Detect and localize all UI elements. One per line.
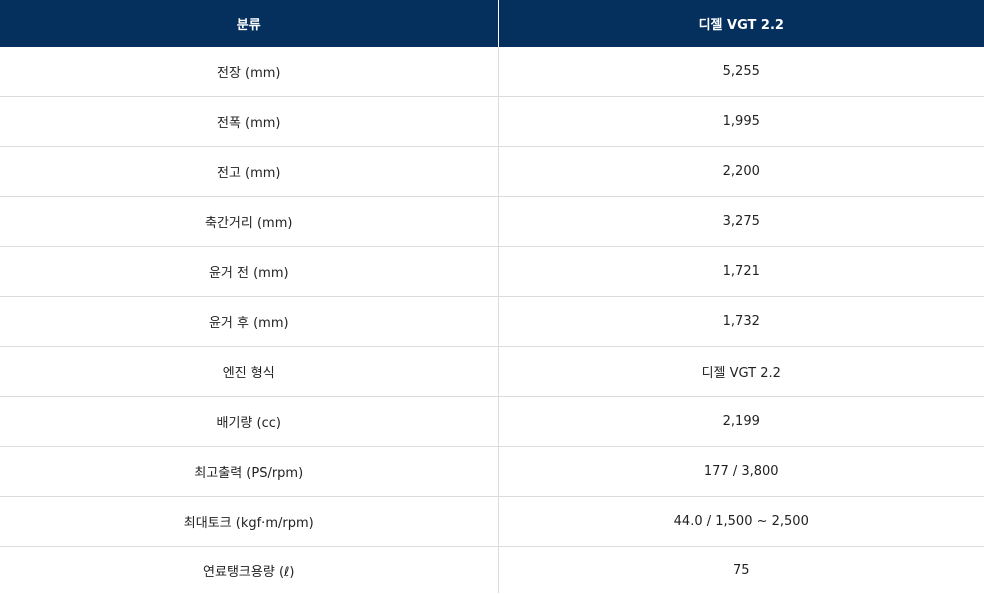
row-label: 최고출력 (PS/rpm) — [0, 446, 498, 497]
table-row: 엔진 형식 디젤 VGT 2.2 — [0, 346, 984, 397]
row-label: 최대토크 (kgf·m/rpm) — [0, 496, 498, 547]
header-category: 분류 — [0, 0, 498, 47]
row-label: 연료탱크용량 (ℓ) — [203, 564, 295, 580]
spec-table-body: 전장 (mm) 5,255 전폭 (mm) 1,995 전고 (mm) 2,20… — [0, 47, 984, 593]
row-label: 축간거리 (mm) — [0, 196, 498, 247]
table-row: 윤거 후 (mm) 1,732 — [0, 296, 984, 347]
row-label: 전폭 (mm) — [0, 96, 498, 147]
row-label: 전장 (mm) — [0, 47, 498, 97]
header-engine: 디젤 VGT 2.2 — [497, 0, 984, 47]
row-value: 1,721 — [497, 246, 984, 297]
header-row: 분류 디젤 VGT 2.2 — [0, 0, 984, 47]
row-label: 윤거 후 (mm) — [0, 296, 498, 347]
spec-table-header: 분류 디젤 VGT 2.2 — [0, 0, 984, 47]
table-row: 배기량 (cc) 2,199 — [0, 396, 984, 447]
row-value: 2,200 — [497, 146, 984, 197]
table-row: 최대토크 (kgf·m/rpm) 44.0 / 1,500 ~ 2,500 — [0, 496, 984, 547]
table-row: 연료탱크용량 (ℓ) 75 — [0, 546, 984, 593]
row-value: 1,995 — [497, 96, 984, 147]
row-value: 1,732 — [497, 296, 984, 347]
row-label: 엔진 형식 — [0, 346, 498, 397]
row-value: 44.0 / 1,500 ~ 2,500 — [497, 496, 984, 547]
row-value: 2,199 — [497, 396, 984, 447]
row-value: 75 — [497, 546, 984, 593]
row-label: 윤거 전 (mm) — [0, 246, 498, 297]
row-label: 배기량 (cc) — [0, 396, 498, 447]
table-row: 축간거리 (mm) 3,275 — [0, 196, 984, 247]
table-row: 전고 (mm) 2,200 — [0, 146, 984, 197]
row-value: 3,275 — [497, 196, 984, 247]
row-value: 5,255 — [497, 47, 984, 97]
row-label: 전고 (mm) — [0, 146, 498, 197]
table-row: 전폭 (mm) 1,995 — [0, 96, 984, 147]
row-value: 177 / 3,800 — [497, 446, 984, 497]
table-row: 윤거 전 (mm) 1,721 — [0, 246, 984, 297]
table-row: 최고출력 (PS/rpm) 177 / 3,800 — [0, 446, 984, 497]
table-row: 전장 (mm) 5,255 — [0, 47, 984, 97]
row-value: 디젤 VGT 2.2 — [497, 346, 984, 397]
